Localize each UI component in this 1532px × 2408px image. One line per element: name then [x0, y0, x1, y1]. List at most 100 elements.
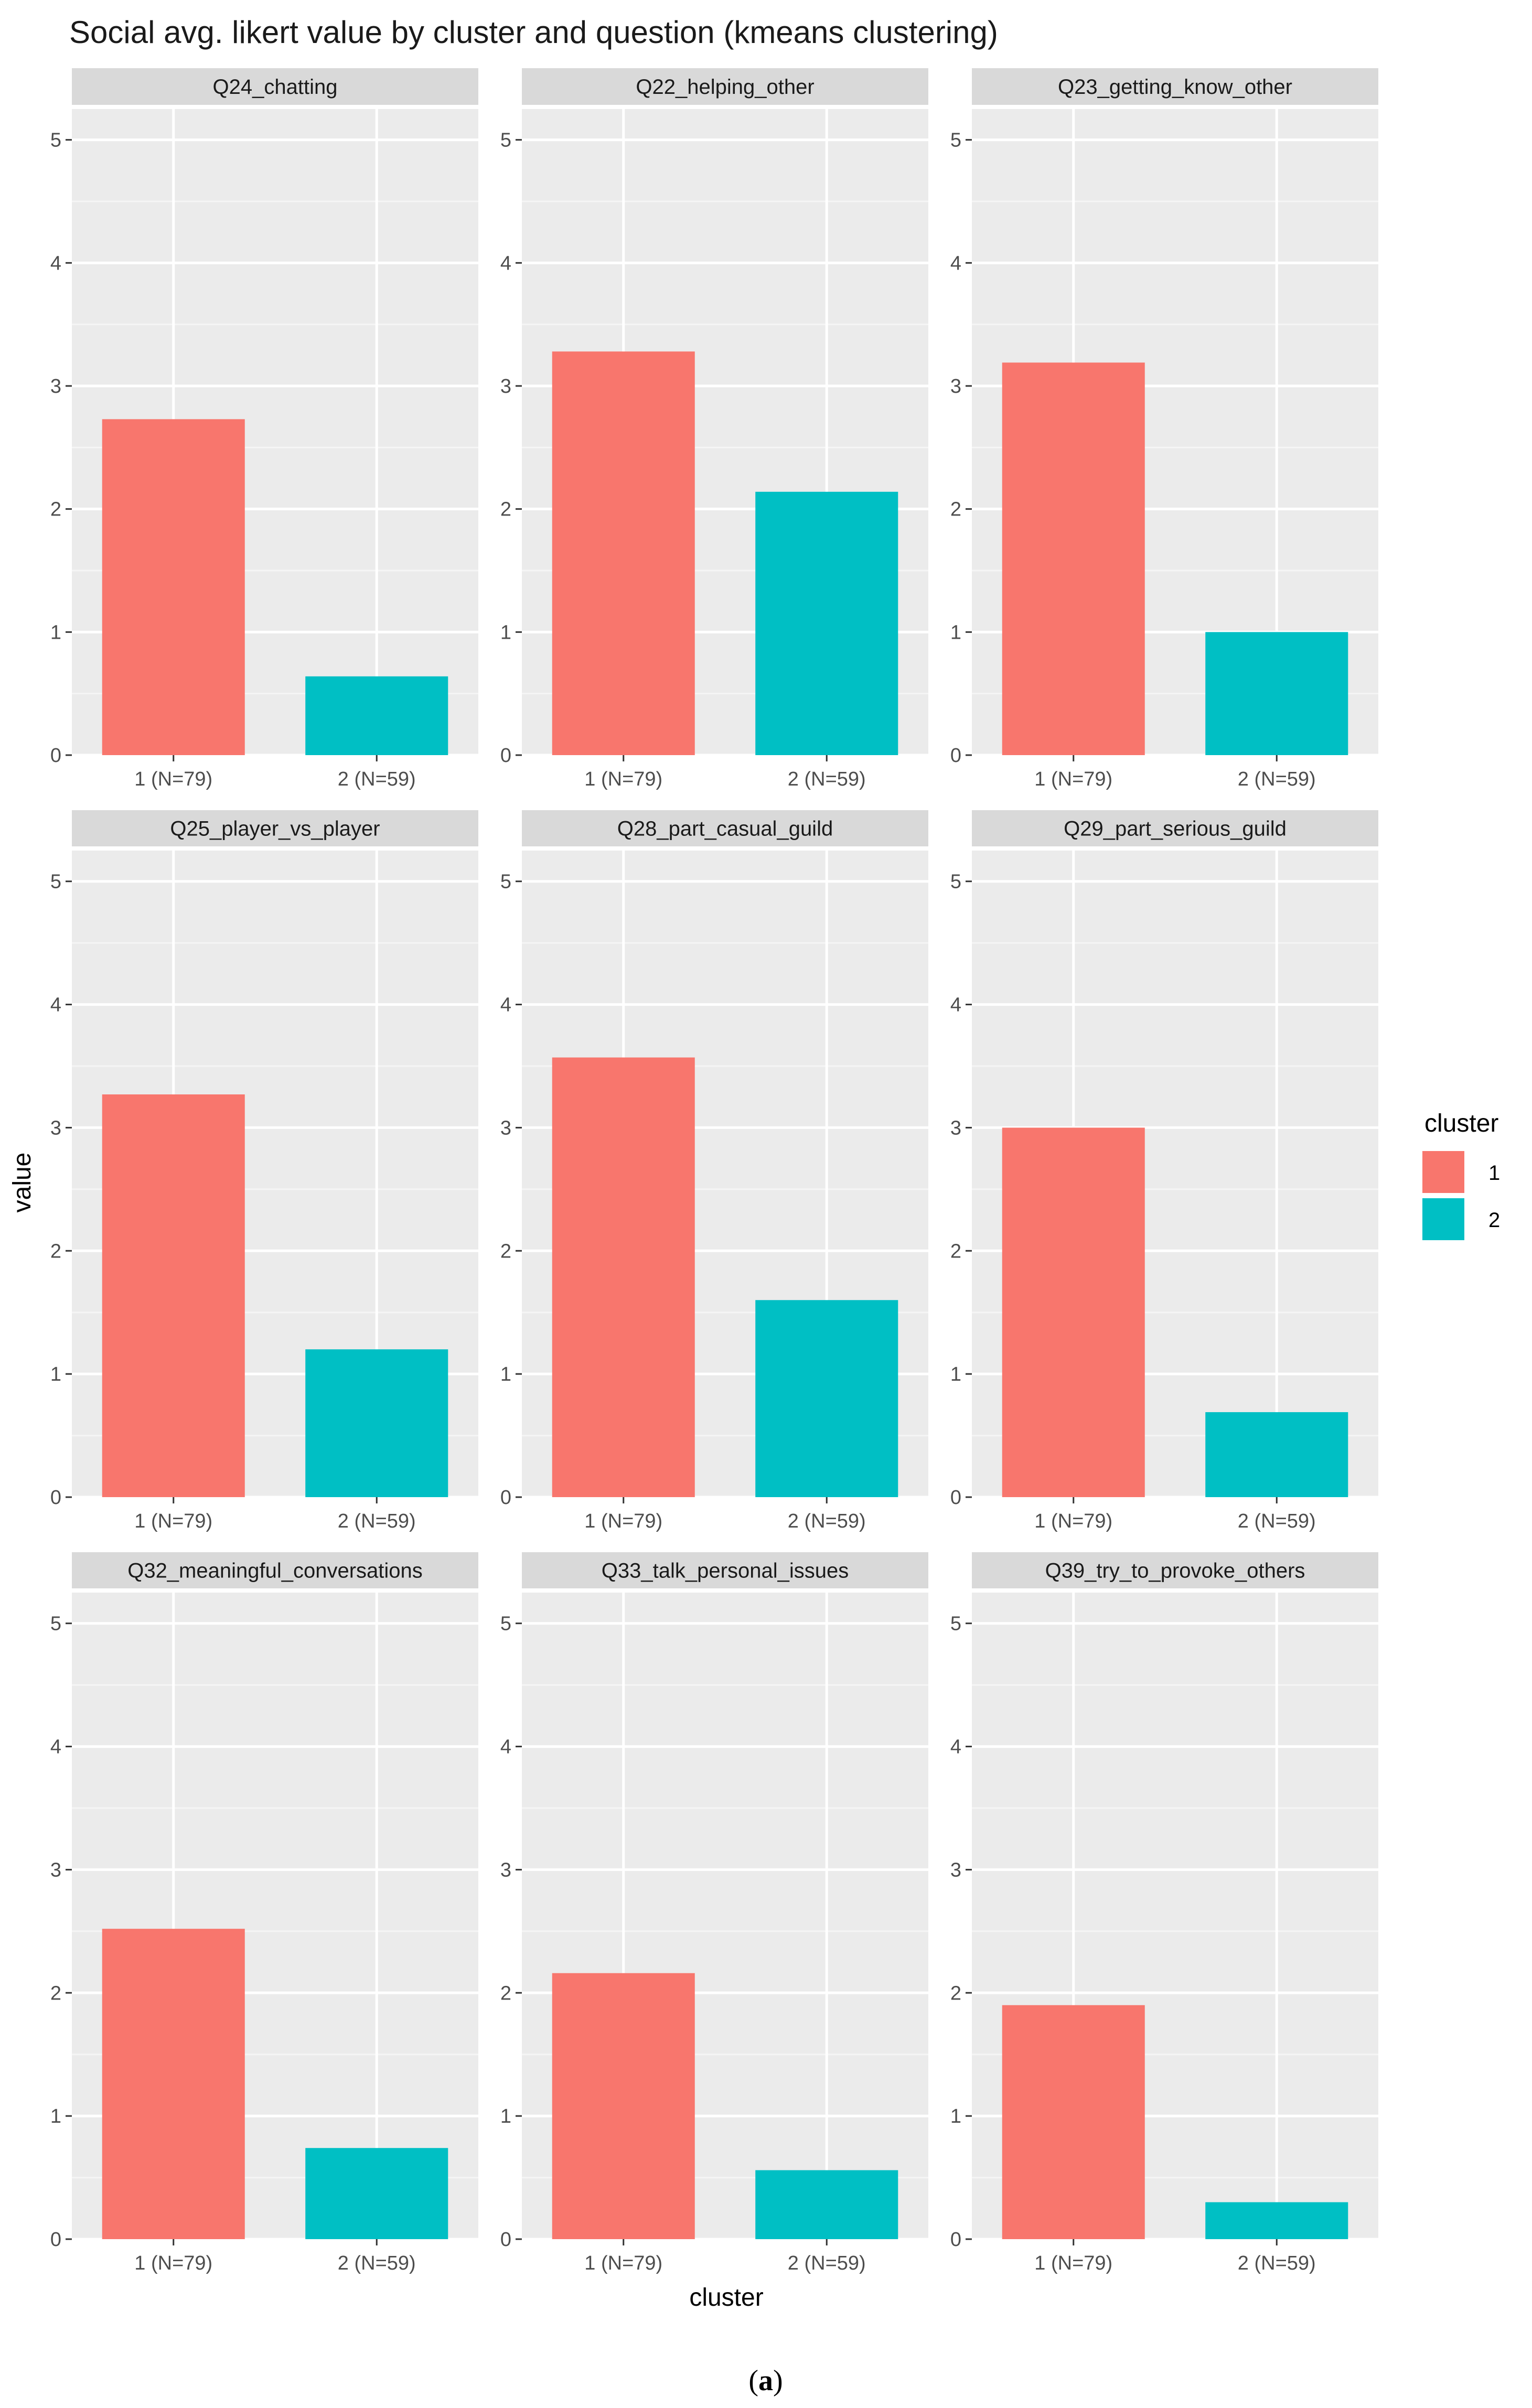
y-tick-label: 4: [950, 1736, 961, 1758]
x-tick-label: 1 (N=79): [1034, 1510, 1112, 1532]
y-tick-label: 5: [50, 130, 61, 152]
y-tick-label: 4: [500, 1736, 511, 1758]
bar-cluster-1: [1002, 362, 1145, 755]
y-tick-label: 5: [50, 1613, 61, 1635]
caption-open-paren: (: [748, 2364, 758, 2397]
facet-strip: [72, 810, 478, 846]
y-tick-label: 3: [950, 1117, 961, 1139]
y-tick-label: 2: [500, 1982, 511, 2004]
facet-strip-label: Q25_player_vs_player: [170, 818, 380, 841]
y-tick-label: 3: [500, 375, 511, 397]
facet-strip: [72, 1552, 478, 1588]
facet-panel: Q25_player_vs_player 0 1 2 3 4 5 1 (N=79) 2 (N=5…: [50, 810, 478, 1532]
y-tick-label: 2: [950, 1240, 961, 1262]
y-tick-label: 2: [950, 499, 961, 521]
x-tick-label: 1 (N=79): [584, 1510, 662, 1532]
y-tick-label: 5: [50, 871, 61, 893]
facet-panel: Q39_try_to_provoke_others 0 1 2 3 4 5 1 (N=79) 2…: [950, 1552, 1378, 2274]
bar-cluster-2: [305, 676, 448, 755]
x-tick-label: 2 (N=59): [788, 1510, 866, 1532]
x-tick-label: 2 (N=59): [788, 2252, 866, 2274]
x-tick-label: 1 (N=79): [1034, 2252, 1112, 2274]
x-tick-label: 2 (N=59): [338, 768, 416, 790]
y-tick-label: 0: [950, 2229, 961, 2251]
y-tick-label: 0: [500, 1487, 511, 1509]
facet-strip-label: Q24_chatting: [213, 76, 338, 99]
facet-strip-label: Q23_getting_know_other: [1058, 76, 1292, 99]
y-tick-label: 3: [500, 1859, 511, 1881]
y-tick-label: 3: [50, 1859, 61, 1881]
caption-close-paren: ): [773, 2364, 783, 2397]
bar-cluster-1: [552, 1973, 695, 2239]
y-tick-label: 1: [500, 1363, 511, 1385]
y-tick-label: 4: [50, 1736, 61, 1758]
bar-cluster-2: [1205, 2202, 1348, 2239]
y-tick-label: 0: [50, 1487, 61, 1509]
y-tick-label: 5: [500, 871, 511, 893]
figure-caption: (a): [748, 2364, 783, 2397]
facet-panel: Q23_getting_know_other 0 1 2 3 4 5 1 (N=79) 2 (N…: [950, 68, 1378, 790]
legend: cluster 1 2: [1422, 1110, 1500, 1240]
y-tick-label: 1: [50, 2105, 61, 2127]
y-tick-label: 4: [50, 994, 61, 1016]
y-tick-label: 4: [500, 252, 511, 274]
facet-panel: Q32_meaningful_conversations 0 1 2 3 4 5 1 (N=7…: [50, 1552, 478, 2274]
y-tick-label: 3: [500, 1117, 511, 1139]
facet-strip: [972, 810, 1378, 846]
facet-panel: Q28_part_casual_guild 0 1 2 3 4 5 1 (N=79) 2 (N=…: [500, 810, 928, 1532]
y-tick-label: 0: [50, 745, 61, 767]
y-tick-label: 5: [950, 130, 961, 152]
y-tick-label: 1: [50, 621, 61, 643]
facet-strip: [522, 810, 928, 846]
y-tick-label: 5: [500, 1613, 511, 1635]
facet-strip: [72, 68, 478, 105]
x-tick-label: 1 (N=79): [584, 768, 662, 790]
facet-strip-label: Q28_part_casual_guild: [617, 818, 833, 841]
bar-cluster-2: [755, 1300, 898, 1497]
x-tick-label: 1 (N=79): [1034, 768, 1112, 790]
bar-cluster-1: [102, 419, 245, 755]
x-tick-label: 1 (N=79): [134, 2252, 212, 2274]
y-tick-label: 5: [950, 871, 961, 893]
y-tick-label: 4: [950, 252, 961, 274]
bar-cluster-1: [552, 351, 695, 755]
legend-label-cluster-1: 1: [1488, 1162, 1500, 1185]
bar-cluster-1: [1002, 2005, 1145, 2239]
y-tick-label: 2: [950, 1982, 961, 2004]
y-tick-label: 0: [500, 745, 511, 767]
bar-cluster-1: [102, 1094, 245, 1497]
x-tick-label: 2 (N=59): [338, 1510, 416, 1532]
x-tick-label: 2 (N=59): [788, 768, 866, 790]
y-tick-label: 0: [50, 2229, 61, 2251]
x-tick-label: 1 (N=79): [134, 1510, 212, 1532]
y-tick-label: 0: [950, 1487, 961, 1509]
y-tick-label: 5: [950, 1613, 961, 1635]
bar-cluster-2: [1205, 1412, 1348, 1497]
bar-cluster-2: [1205, 632, 1348, 755]
facet-strip: [972, 68, 1378, 105]
y-tick-label: 3: [50, 1117, 61, 1139]
facet-strip-label: Q29_part_serious_guild: [1064, 818, 1287, 841]
x-tick-label: 1 (N=79): [584, 2252, 662, 2274]
facet-strip: [522, 1552, 928, 1588]
facet-strip: [972, 1552, 1378, 1588]
legend-key-cluster-2: [1422, 1198, 1464, 1240]
y-tick-label: 1: [950, 1363, 961, 1385]
legend-key-cluster-1: [1422, 1151, 1464, 1193]
y-tick-label: 5: [500, 130, 511, 152]
x-tick-label: 2 (N=59): [338, 2252, 416, 2274]
bar-cluster-1: [1002, 1127, 1145, 1497]
x-axis-title: cluster: [689, 2284, 763, 2312]
y-tick-label: 1: [500, 2105, 511, 2127]
y-axis-title: value: [8, 1153, 36, 1213]
y-tick-label: 2: [50, 499, 61, 521]
bar-cluster-2: [305, 1349, 448, 1497]
y-tick-label: 4: [500, 994, 511, 1016]
chart-title: Social avg. likert value by cluster and …: [69, 15, 998, 50]
y-tick-label: 1: [500, 621, 511, 643]
facet-panel: Q22_helping_other 0 1 2 3 4 5 1 (N=79) 2 (N=59): [500, 68, 928, 790]
y-tick-label: 1: [50, 1363, 61, 1385]
facet-panel: Q33_talk_personal_issues 0 1 2 3 4 5 1 (N=79) 2 …: [500, 1552, 928, 2274]
